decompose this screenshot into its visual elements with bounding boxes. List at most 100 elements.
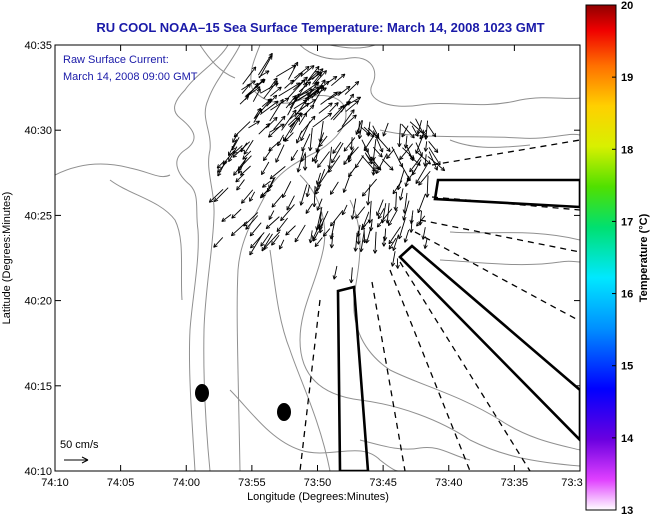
current-vector <box>227 139 238 156</box>
current-vector <box>329 102 339 113</box>
colorbar-tick-label: 16 <box>621 289 633 301</box>
current-vector <box>355 120 363 135</box>
colorbar-tick-label: 20 <box>621 0 633 12</box>
colorbar-tick-label: 13 <box>621 505 633 517</box>
current-vector <box>331 142 344 164</box>
current-vector <box>285 225 296 236</box>
current-vector <box>299 184 308 206</box>
current-vector <box>294 224 306 243</box>
current-vector <box>307 71 323 82</box>
current-vector <box>386 148 395 159</box>
current-vector <box>344 80 360 95</box>
current-vector <box>276 64 296 78</box>
colorbar-tick-label: 14 <box>621 433 634 445</box>
box-southeast <box>398 244 580 442</box>
current-vector <box>236 179 245 191</box>
current-vector <box>423 237 428 249</box>
current-vector <box>403 229 410 243</box>
current-vector <box>260 233 271 247</box>
depth-contour-5 <box>299 174 580 467</box>
current-vector <box>248 120 260 129</box>
current-vector <box>312 231 319 242</box>
current-vector <box>290 72 303 85</box>
current-vector <box>348 167 356 178</box>
current-vector <box>364 152 373 165</box>
current-vector <box>363 126 375 138</box>
current-vector <box>372 146 383 158</box>
current-vector <box>286 195 295 211</box>
current-vector <box>298 81 312 93</box>
current-vector <box>261 161 270 176</box>
current-vector <box>302 154 308 171</box>
colorbar-tick-label: 15 <box>621 361 633 373</box>
current-vector <box>237 155 252 171</box>
station-dot-1 <box>195 384 209 402</box>
current-vector <box>356 230 361 245</box>
box-south <box>336 285 370 471</box>
current-vector <box>270 97 290 111</box>
current-vector <box>409 216 414 233</box>
current-vector <box>329 221 336 240</box>
current-vector <box>398 188 404 201</box>
current-vector <box>304 104 315 115</box>
current-vector <box>245 78 266 97</box>
current-vector <box>330 105 345 120</box>
current-vector <box>355 206 366 219</box>
current-vector <box>308 70 320 81</box>
current-vector <box>241 80 256 91</box>
colorbar-tick-label: 18 <box>621 144 633 156</box>
current-vector <box>268 125 282 138</box>
current-vector <box>270 86 282 97</box>
current-vector <box>282 181 292 199</box>
current-vector <box>293 76 308 91</box>
current-vector <box>396 169 405 191</box>
current-vector <box>343 148 355 166</box>
current-vector <box>213 187 229 203</box>
current-vector <box>330 209 344 227</box>
current-vector <box>308 128 313 152</box>
current-vector <box>294 66 310 79</box>
current-vector <box>329 181 339 195</box>
current-vector <box>315 132 325 153</box>
depth-contour-3 <box>329 45 376 49</box>
current-vector <box>417 193 426 214</box>
current-vector <box>332 101 351 121</box>
current-vector <box>245 215 259 230</box>
current-vector <box>239 165 251 176</box>
transect-3 <box>419 219 580 253</box>
y-tick-label: 40:25 <box>24 210 52 222</box>
bathymetry-contours <box>55 45 580 471</box>
depth-contour-2 <box>299 45 580 107</box>
current-vector <box>415 118 424 135</box>
current-vector <box>312 185 317 208</box>
y-tick-label: 40:35 <box>24 40 52 52</box>
current-vector <box>427 156 446 172</box>
transect-4 <box>414 231 579 321</box>
survey-boxes <box>336 178 580 471</box>
plot-frame <box>54 44 581 472</box>
current-vector <box>332 141 342 154</box>
surface-current-vectors <box>208 52 446 284</box>
current-vector <box>322 228 331 237</box>
x-tick-label: 73:3 <box>561 477 582 489</box>
current-vector <box>401 123 415 139</box>
y-tick-label: 40:20 <box>24 296 52 308</box>
current-vector <box>239 95 250 105</box>
current-vector <box>418 170 431 186</box>
y-axis-label: Latitude (Degrees:Minutes) <box>1 192 13 325</box>
current-vector <box>242 150 252 160</box>
current-vector <box>392 234 399 251</box>
current-vector <box>263 231 281 250</box>
scale-arrow <box>64 456 89 464</box>
current-vector <box>418 210 423 226</box>
current-vector <box>300 152 306 162</box>
x-tick-label: 74:00 <box>172 477 200 489</box>
current-vector <box>361 211 370 229</box>
current-vector <box>359 231 365 253</box>
current-vector <box>254 98 272 119</box>
current-vector <box>361 155 376 172</box>
depth-contour-11 <box>55 163 171 178</box>
colorbar-tick-label: 19 <box>621 72 633 84</box>
current-vector <box>278 82 301 97</box>
